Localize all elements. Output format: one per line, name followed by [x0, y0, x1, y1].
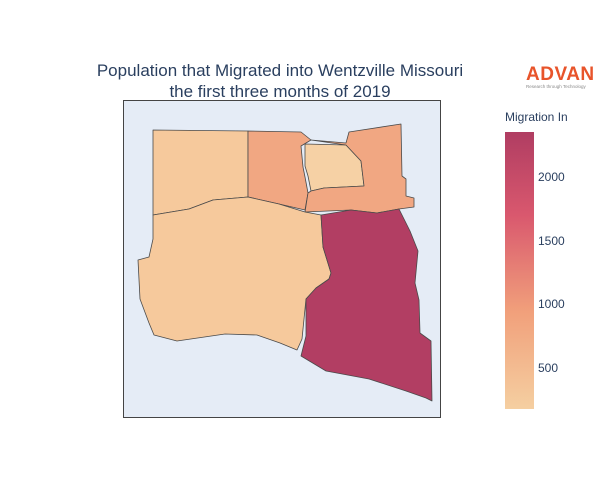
logo-tagline: Research through Technology — [526, 84, 586, 89]
region-southeast-area[interactable] — [300, 208, 433, 402]
chart-title-line-1: Population that Migrated into Wentzville… — [96, 61, 464, 80]
chart-title: Population that Migrated into Wentzville… — [40, 60, 520, 102]
advan-logo: ADVAN Research through Technology — [526, 64, 596, 90]
map-frame[interactable] — [123, 100, 441, 418]
region-north-central-area[interactable] — [247, 130, 312, 211]
logo-wordmark: ADVAN — [526, 64, 595, 85]
colorbar-tick-1500: 1500 — [538, 234, 565, 248]
region-west-area[interactable] — [137, 196, 332, 351]
colorbar-tick-1000: 1000 — [538, 297, 565, 311]
colorbar-tick-2000: 2000 — [538, 170, 565, 184]
choropleth-map[interactable] — [124, 101, 442, 419]
colorbar-tick-500: 500 — [538, 361, 559, 375]
colorbar-gradient — [505, 132, 534, 409]
colorbar-title: Migration In — [505, 110, 568, 124]
chart-title-line-2: the first three months of 2019 — [169, 82, 391, 101]
